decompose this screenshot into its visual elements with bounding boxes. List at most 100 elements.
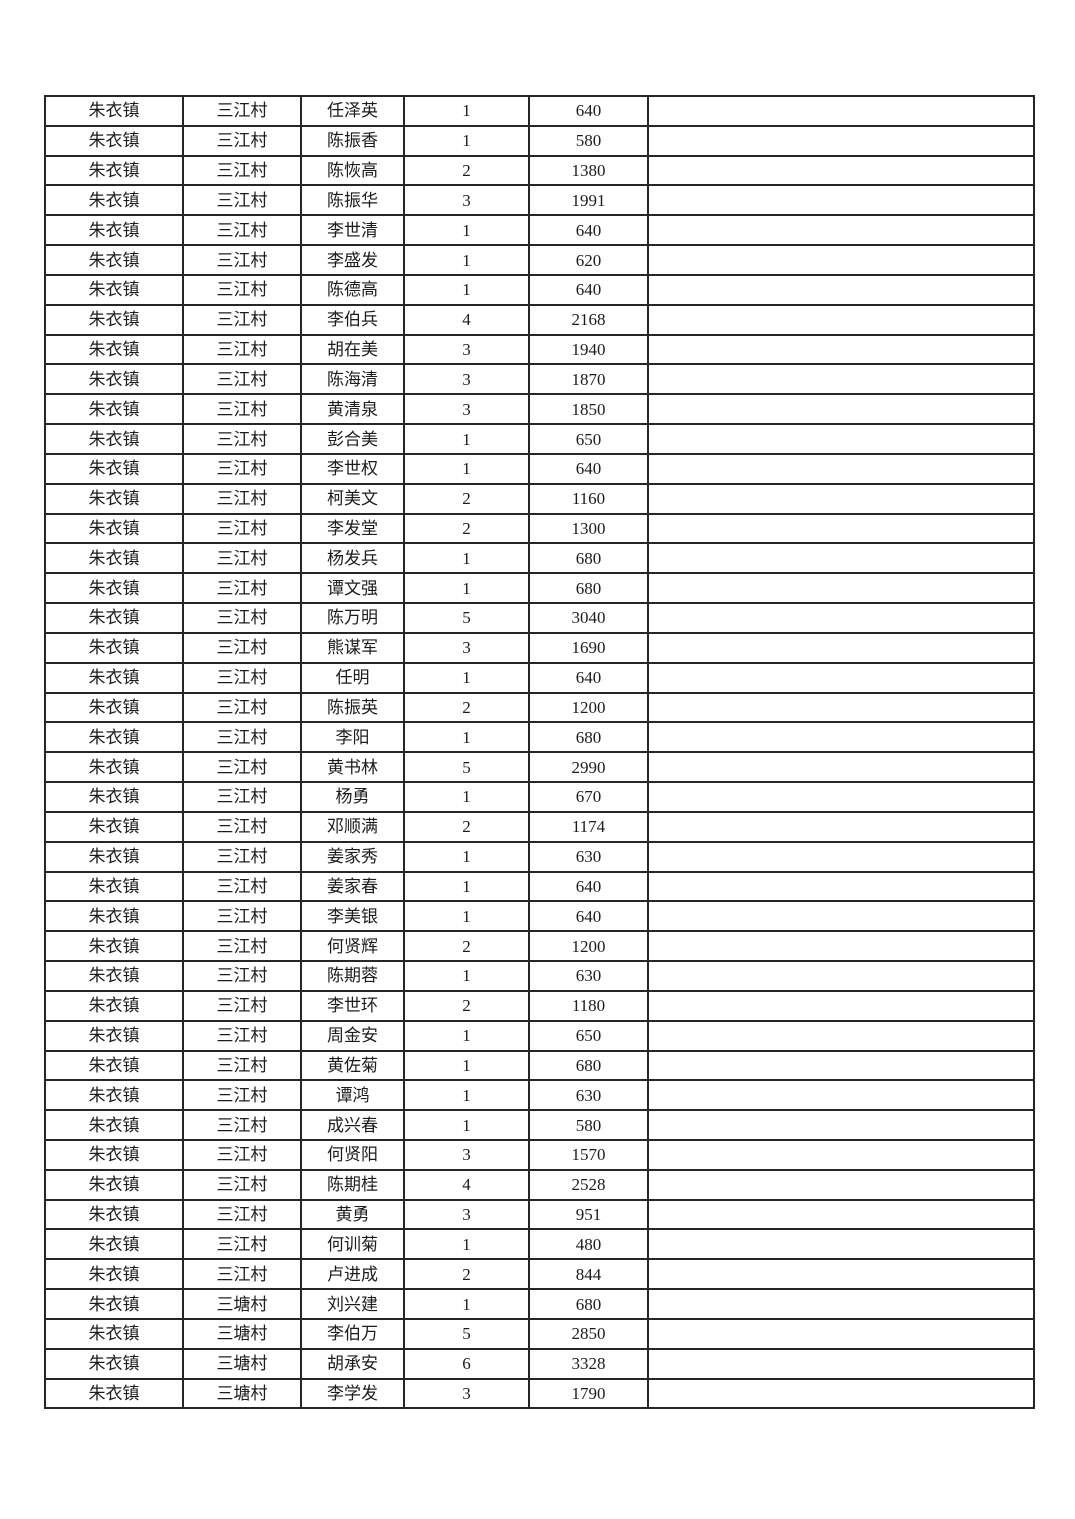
cell-count: 2 (403, 482, 530, 515)
cell-note (647, 691, 1035, 724)
cell-count: 1 (403, 870, 530, 903)
cell-note (647, 810, 1035, 843)
cell-count: 6 (403, 1347, 530, 1380)
table-row: 朱衣镇 三江村 杨勇 1 670 (44, 781, 1035, 813)
cell-note (647, 1138, 1035, 1171)
cell-count: 5 (403, 602, 530, 634)
cell-town: 朱衣镇 (44, 602, 184, 634)
table-row: 朱衣镇 三江村 杨发兵 1 680 (44, 542, 1035, 575)
cell-village: 三江村 (182, 960, 302, 992)
cell-amount: 1870 (528, 363, 649, 396)
cell-amount: 1180 (528, 989, 649, 1022)
cell-person: 何贤阳 (300, 1138, 405, 1171)
cell-count: 1 (403, 95, 530, 127)
cell-town: 朱衣镇 (44, 1138, 184, 1171)
cell-person: 黄书林 (300, 751, 405, 784)
cell-town: 朱衣镇 (44, 452, 184, 485)
cell-person: 黄佐菊 (300, 1049, 405, 1082)
cell-note (647, 661, 1035, 694)
cell-amount: 680 (528, 1049, 649, 1082)
cell-amount: 1200 (528, 691, 649, 724)
cell-village: 三江村 (182, 900, 302, 933)
cell-note (647, 423, 1035, 455)
cell-village: 三江村 (182, 393, 302, 426)
cell-amount: 640 (528, 95, 649, 127)
cell-note (647, 572, 1035, 605)
cell-person: 姜家春 (300, 870, 405, 903)
cell-note (647, 1198, 1035, 1231)
cell-town: 朱衣镇 (44, 840, 184, 873)
cell-note (647, 363, 1035, 396)
cell-amount: 670 (528, 781, 649, 813)
cell-village: 三江村 (182, 810, 302, 843)
cell-town: 朱衣镇 (44, 1317, 184, 1350)
cell-person: 姜家秀 (300, 840, 405, 873)
cell-town: 朱衣镇 (44, 960, 184, 992)
cell-count: 3 (403, 1198, 530, 1231)
cell-amount: 640 (528, 661, 649, 694)
cell-count: 5 (403, 1317, 530, 1350)
table-row: 朱衣镇 三江村 黄佐菊 1 680 (44, 1049, 1035, 1082)
cell-village: 三江村 (182, 691, 302, 724)
cell-village: 三江村 (182, 1258, 302, 1291)
cell-village: 三塘村 (182, 1317, 302, 1350)
cell-count: 1 (403, 661, 530, 694)
cell-village: 三江村 (182, 482, 302, 515)
table-row: 朱衣镇 三江村 何贤阳 3 1570 (44, 1138, 1035, 1171)
table-row: 朱衣镇 三江村 李世环 2 1180 (44, 989, 1035, 1022)
cell-person: 李美银 (300, 900, 405, 933)
cell-amount: 640 (528, 870, 649, 903)
cell-town: 朱衣镇 (44, 1168, 184, 1201)
table-row: 朱衣镇 三江村 卢进成 2 844 (44, 1258, 1035, 1291)
cell-village: 三江村 (182, 184, 302, 217)
cell-town: 朱衣镇 (44, 1288, 184, 1320)
cell-town: 朱衣镇 (44, 572, 184, 605)
cell-person: 陈振香 (300, 124, 405, 157)
table-body: 朱衣镇 三江村 任泽英 1 640 朱衣镇 三江村 陈振香 1 580 朱衣镇 三江村 陈恢高 2 1380… (44, 95, 1035, 1410)
table-row: 朱衣镇 三江村 姜家春 1 640 (44, 870, 1035, 903)
cell-count: 2 (403, 512, 530, 545)
table-row: 朱衣镇 三江村 黄书林 5 2990 (44, 751, 1035, 784)
table-row: 朱衣镇 三江村 陈德高 1 640 (44, 273, 1035, 306)
cell-village: 三江村 (182, 1138, 302, 1171)
cell-count: 1 (403, 1019, 530, 1052)
cell-town: 朱衣镇 (44, 691, 184, 724)
cell-person: 陈万明 (300, 602, 405, 634)
cell-note (647, 1347, 1035, 1380)
cell-count: 1 (403, 900, 530, 933)
cell-town: 朱衣镇 (44, 721, 184, 754)
table-row: 朱衣镇 三江村 谭鸿 1 630 (44, 1079, 1035, 1112)
cell-note (647, 542, 1035, 575)
cell-amount: 620 (528, 244, 649, 276)
cell-count: 2 (403, 154, 530, 187)
table-row: 朱衣镇 三江村 成兴春 1 580 (44, 1109, 1035, 1141)
cell-note (647, 512, 1035, 545)
cell-amount: 640 (528, 900, 649, 933)
cell-count: 2 (403, 989, 530, 1022)
cell-amount: 3040 (528, 602, 649, 634)
cell-town: 朱衣镇 (44, 95, 184, 127)
cell-note (647, 273, 1035, 306)
cell-village: 三江村 (182, 363, 302, 396)
cell-count: 1 (403, 781, 530, 813)
cell-person: 何贤辉 (300, 930, 405, 963)
cell-village: 三江村 (182, 303, 302, 336)
cell-count: 1 (403, 452, 530, 485)
cell-person: 陈恢高 (300, 154, 405, 187)
cell-note (647, 960, 1035, 992)
cell-person: 卢进成 (300, 1258, 405, 1291)
cell-town: 朱衣镇 (44, 1049, 184, 1082)
cell-note (647, 930, 1035, 963)
cell-note (647, 184, 1035, 217)
cell-village: 三江村 (182, 1168, 302, 1201)
cell-amount: 630 (528, 840, 649, 873)
cell-town: 朱衣镇 (44, 751, 184, 784)
cell-amount: 1570 (528, 1138, 649, 1171)
cell-count: 3 (403, 363, 530, 396)
cell-note (647, 124, 1035, 157)
cell-town: 朱衣镇 (44, 1019, 184, 1052)
table-row: 朱衣镇 三江村 邓顺满 2 1174 (44, 810, 1035, 843)
cell-count: 2 (403, 810, 530, 843)
table-row: 朱衣镇 三塘村 刘兴建 1 680 (44, 1288, 1035, 1320)
cell-village: 三江村 (182, 1079, 302, 1112)
